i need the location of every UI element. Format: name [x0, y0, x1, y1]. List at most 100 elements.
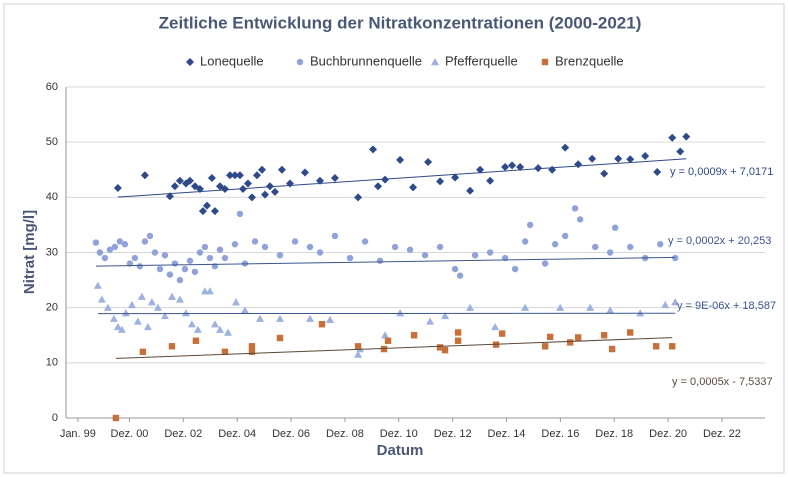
- point: [369, 145, 378, 154]
- point: [205, 287, 214, 295]
- point: [171, 260, 179, 267]
- point: [93, 281, 102, 289]
- point: [611, 224, 619, 231]
- point: [661, 300, 670, 309]
- point: [396, 155, 405, 164]
- point: [516, 162, 525, 171]
- point: [261, 190, 270, 199]
- point: [486, 249, 494, 256]
- point: [243, 179, 252, 188]
- point: [113, 322, 122, 331]
- legend-label: Brenzquelle: [555, 53, 624, 68]
- point: [236, 210, 244, 218]
- trendline-label: y = 0,0002x + 20,253: [668, 235, 771, 247]
- trendline-label: y = 9E-06x + 18,587: [677, 300, 776, 312]
- point: [166, 271, 174, 278]
- x-tick-label: Dez. 12: [434, 428, 472, 440]
- point: [291, 238, 299, 245]
- point: [121, 241, 129, 248]
- point: [141, 238, 149, 245]
- legend-marker: [186, 58, 194, 66]
- point: [202, 201, 211, 210]
- point: [316, 249, 324, 256]
- point: [215, 325, 224, 333]
- point: [653, 167, 662, 176]
- trendline-label: y = 0,0009x + 7,0171: [670, 166, 773, 178]
- point: [441, 311, 450, 320]
- point: [521, 303, 530, 311]
- trendline: [115, 337, 673, 359]
- y-tick-label: 60: [46, 81, 58, 93]
- point: [248, 343, 256, 350]
- point: [526, 221, 534, 229]
- point: [170, 182, 179, 191]
- point: [165, 192, 174, 201]
- point: [116, 238, 124, 245]
- point: [168, 343, 176, 350]
- point: [270, 187, 279, 196]
- legend-marker: [541, 58, 549, 66]
- point: [534, 164, 543, 173]
- point: [354, 350, 363, 358]
- y-tick-label: 0: [52, 412, 58, 424]
- point: [546, 333, 554, 341]
- point: [276, 334, 284, 342]
- point: [608, 345, 616, 353]
- point: [318, 321, 326, 328]
- x-tick-label: Dez. 04: [218, 428, 256, 440]
- point: [471, 252, 479, 259]
- point: [316, 176, 325, 185]
- y-axis-title: Nitrat [mg/l]: [21, 210, 38, 294]
- legend-label: Pfefferquelle: [445, 53, 518, 68]
- point: [346, 254, 354, 262]
- x-tick-label: Dez. 08: [326, 428, 364, 440]
- point: [606, 306, 615, 314]
- point: [330, 174, 339, 183]
- point: [265, 182, 274, 191]
- point: [508, 161, 517, 170]
- point: [156, 265, 164, 273]
- point: [561, 232, 569, 240]
- point: [491, 322, 500, 331]
- point: [231, 241, 239, 248]
- x-tick-label: Dez. 00: [111, 428, 149, 440]
- point: [109, 314, 118, 322]
- point: [406, 246, 414, 253]
- point: [511, 265, 519, 273]
- point: [451, 173, 460, 182]
- point: [551, 241, 559, 248]
- point: [600, 169, 609, 178]
- point: [600, 332, 608, 339]
- point: [191, 268, 199, 276]
- point: [305, 314, 314, 322]
- x-tick-label: Dez. 18: [595, 428, 633, 440]
- point: [175, 176, 184, 185]
- point: [566, 339, 574, 346]
- x-tick-label: Dez. 14: [488, 428, 526, 440]
- point: [454, 337, 462, 344]
- point: [185, 176, 194, 185]
- point: [384, 337, 392, 344]
- chart-title: Zeitliche Entwicklung der Nitratkonzentr…: [159, 13, 642, 32]
- y-tick-label: 40: [46, 191, 58, 203]
- point: [221, 254, 229, 262]
- point: [175, 295, 184, 303]
- point: [193, 325, 202, 333]
- point: [626, 155, 635, 164]
- x-tick-label: Dez. 20: [649, 428, 687, 440]
- point: [153, 303, 162, 311]
- point: [381, 331, 390, 339]
- point: [676, 147, 685, 156]
- point: [614, 154, 623, 163]
- point: [641, 151, 650, 160]
- point: [436, 243, 444, 251]
- point: [176, 276, 184, 284]
- point: [541, 343, 549, 350]
- point: [101, 254, 109, 262]
- point: [410, 332, 418, 339]
- point: [436, 344, 444, 351]
- trendline: [95, 256, 676, 267]
- x-tick-label: Dez. 10: [380, 428, 418, 440]
- point: [198, 207, 207, 216]
